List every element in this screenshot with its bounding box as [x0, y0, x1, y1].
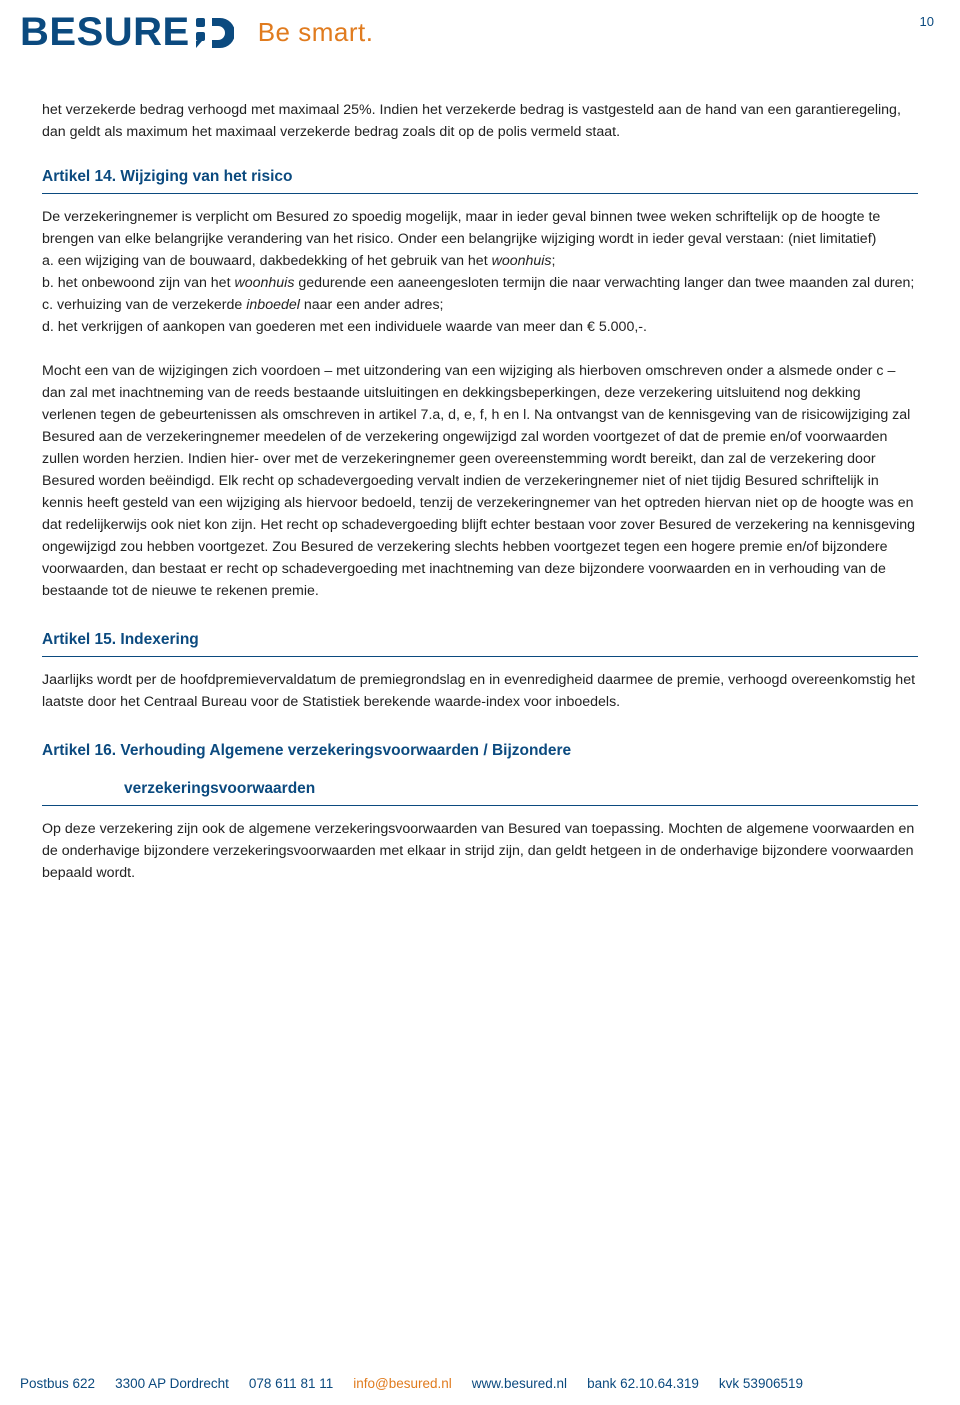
article-14-p2: Mocht een van de wijzigingen zich voordo… [42, 360, 918, 602]
footer-postcode: 3300 AP Dordrecht [115, 1376, 229, 1391]
item-a-pre: a. een wijziging van de bouwaard, dakbed… [42, 253, 492, 269]
brand-tagline: Be smart. [258, 17, 374, 48]
brand-name: BESURE [20, 10, 234, 55]
article-15: Artikel 15. Indexering Jaarlijks wordt p… [42, 628, 918, 713]
item-a-italic: woonhuis [492, 253, 552, 269]
item-b-post: gedurende een aaneengesloten termijn die… [294, 275, 914, 291]
article-14-p1: De verzekeringnemer is verplicht om Besu… [42, 206, 918, 338]
divider [42, 656, 918, 657]
page-header: BESURE Be smart. 10 [0, 0, 960, 59]
page-number: 10 [920, 14, 934, 29]
footer-bank: bank 62.10.64.319 [587, 1376, 699, 1391]
logo-block: BESURE Be smart. [20, 10, 373, 55]
item-d: d. het verkrijgen of aankopen van goeder… [42, 319, 647, 335]
item-b-pre: b. het onbewoond zijn van het [42, 275, 234, 291]
article-16-heading-l1: Artikel 16. Verhouding Algemene verzeker… [42, 739, 918, 763]
footer-kvk: kvk 53906519 [719, 1376, 803, 1391]
divider [42, 805, 918, 806]
article-16-body: Op deze verzekering zijn ook de algemene… [42, 818, 918, 884]
document-content: het verzekerde bedrag verhoogd met maxim… [0, 59, 960, 884]
divider [42, 193, 918, 194]
item-a-post: ; [552, 253, 556, 269]
item-c-post: naar een ander adres; [300, 297, 444, 313]
article-15-body: Jaarlijks wordt per de hoofdpremieverval… [42, 669, 918, 713]
item-c-pre: c. verhuizing van de verzekerde [42, 297, 246, 313]
brand-name-text: BESURE [20, 10, 190, 55]
brand-logo: BESURE [20, 10, 234, 55]
article-16-heading-l2: verzekeringsvoorwaarden [42, 777, 918, 801]
intro-paragraph: het verzekerde bedrag verhoogd met maxim… [42, 99, 918, 143]
article-14-heading: Artikel 14. Wijziging van het risico [42, 165, 918, 189]
footer-postbus: Postbus 622 [20, 1376, 95, 1391]
page-footer: Postbus 622 3300 AP Dordrecht 078 611 81… [0, 1376, 960, 1391]
text: De verzekeringnemer is verplicht om Besu… [42, 209, 880, 247]
item-c-italic: inboedel [246, 297, 300, 313]
footer-web: www.besured.nl [472, 1376, 567, 1391]
logo-semicolon-icon [192, 14, 234, 52]
article-14: Artikel 14. Wijziging van het risico De … [42, 165, 918, 602]
article-16: Artikel 16. Verhouding Algemene verzeker… [42, 739, 918, 884]
footer-email: info@besured.nl [353, 1376, 452, 1391]
footer-phone: 078 611 81 11 [249, 1376, 333, 1391]
article-15-heading: Artikel 15. Indexering [42, 628, 918, 652]
item-b-italic: woonhuis [234, 275, 294, 291]
